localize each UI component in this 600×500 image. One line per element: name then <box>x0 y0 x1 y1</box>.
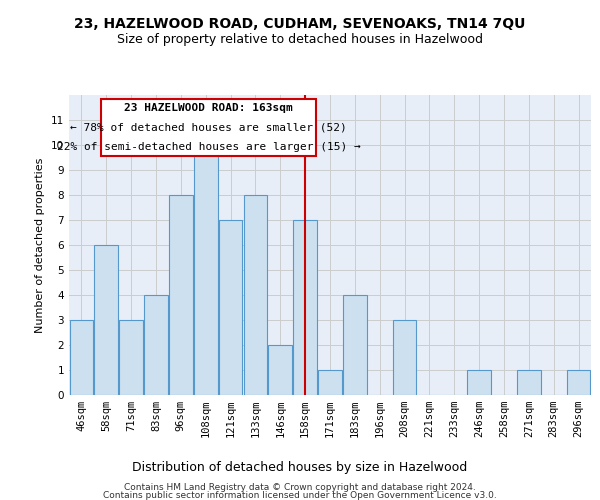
Bar <box>219 220 242 395</box>
Text: 22% of semi-detached houses are larger (15) →: 22% of semi-detached houses are larger (… <box>57 142 361 152</box>
Bar <box>467 370 491 395</box>
Bar <box>144 295 168 395</box>
Bar <box>268 345 292 395</box>
Text: Distribution of detached houses by size in Hazelwood: Distribution of detached houses by size … <box>133 461 467 474</box>
Y-axis label: Number of detached properties: Number of detached properties <box>35 158 46 332</box>
Text: Contains public sector information licensed under the Open Government Licence v3: Contains public sector information licen… <box>103 492 497 500</box>
Bar <box>318 370 342 395</box>
Text: 23, HAZELWOOD ROAD, CUDHAM, SEVENOAKS, TN14 7QU: 23, HAZELWOOD ROAD, CUDHAM, SEVENOAKS, T… <box>74 18 526 32</box>
Bar <box>70 320 93 395</box>
Bar <box>119 320 143 395</box>
FancyBboxPatch shape <box>101 99 316 156</box>
Bar <box>517 370 541 395</box>
Bar <box>567 370 590 395</box>
Bar <box>343 295 367 395</box>
Text: ← 78% of detached houses are smaller (52): ← 78% of detached houses are smaller (52… <box>70 122 347 132</box>
Bar <box>169 195 193 395</box>
Bar <box>244 195 267 395</box>
Bar <box>194 145 218 395</box>
Bar <box>293 220 317 395</box>
Text: 23 HAZELWOOD ROAD: 163sqm: 23 HAZELWOOD ROAD: 163sqm <box>124 104 293 114</box>
Bar <box>393 320 416 395</box>
Text: Contains HM Land Registry data © Crown copyright and database right 2024.: Contains HM Land Registry data © Crown c… <box>124 483 476 492</box>
Text: Size of property relative to detached houses in Hazelwood: Size of property relative to detached ho… <box>117 32 483 46</box>
Bar <box>94 245 118 395</box>
